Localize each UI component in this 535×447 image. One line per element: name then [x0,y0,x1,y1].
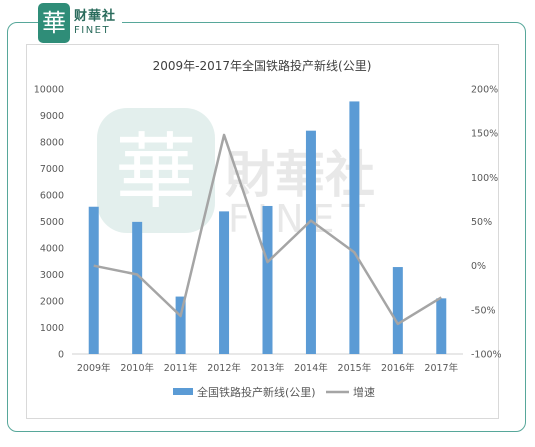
legend-line-label: 增速 [353,385,375,399]
legend-bar-swatch [173,388,193,395]
y-left-axis: 0 1000 2000 3000 4000 5000 6000 7000 8000 9000 100… [34,85,64,361]
y-left-tick-label: 7000 [40,164,64,175]
bar [436,298,447,354]
y-left-tick-label: 5000 [40,217,64,228]
bar [219,211,230,354]
watermark-logo-char: 華 [115,125,197,220]
watermark: 華 財華社 FINET [97,108,375,241]
y-right-tick-label: -100% [471,350,502,361]
bar-series [88,101,447,354]
chart-area [26,44,499,419]
y-right-tick-label: 150% [471,129,498,140]
y-right-tick-label: 100% [471,173,498,184]
legend-bar-label: 全国铁路投产新线(公里) [197,385,316,399]
bar [175,296,186,354]
x-tick-label: 2013年 [251,362,285,374]
bar [305,130,316,354]
y-left-tick-label: 3000 [40,270,64,281]
x-tick-label: 2009年 [77,362,111,374]
y-right-tick-label: 200% [471,85,498,96]
x-tick-label: 2010年 [120,362,154,374]
y-left-tick-label: 4000 [40,244,64,255]
y-right-tick-label: 50% [471,217,492,228]
chart-frame [7,22,526,432]
line-series [93,133,442,326]
y-left-tick-label: 2000 [40,297,64,308]
bar [392,267,403,354]
bar [88,206,99,354]
brand-name-en: FINET [74,25,111,36]
brand-logo: 華 财華社 FINET [38,3,122,45]
x-tick-label: 2015年 [338,362,372,374]
chart-title: 2009年-2017年全国铁路投产新线(公里) [153,58,372,73]
bar [262,205,273,354]
watermark-logo-block [97,108,215,233]
bar [349,101,360,354]
x-tick-label: 2011年 [164,362,198,374]
x-tick-label: 2014年 [294,362,328,374]
x-tick-label: 2016年 [381,362,415,374]
y-left-tick-label: 6000 [40,191,64,202]
bar [132,221,143,354]
brand-name-cn: 财華社 [74,9,117,24]
y-right-tick-label: -50% [471,305,496,316]
legend: 全国铁路投产新线(公里) 增速 [173,385,375,399]
y-right-axis: -100% -50% 0% 50% 100% 150% 200% [471,85,502,361]
y-left-tick-label: 10000 [34,85,64,96]
y-left-tick-label: 9000 [40,111,64,122]
y-left-tick-label: 1000 [40,323,64,334]
x-tick-label: 2012年 [207,362,241,374]
brand-logo-icon: 華 [38,3,70,43]
y-right-tick-label: 0% [471,261,486,272]
y-left-tick-label: 8000 [40,138,64,149]
x-axis: 2009年 2010年 2011年 2012年 2013年 2014年 2015年 2016年… [77,362,459,374]
y-left-tick-label: 0 [58,350,64,361]
x-tick-label: 2017年 [424,362,458,374]
